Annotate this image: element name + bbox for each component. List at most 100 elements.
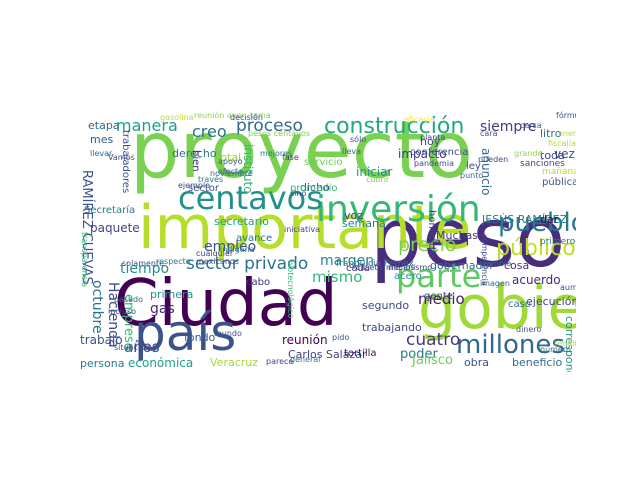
word: toda xyxy=(540,149,565,162)
word: solamente xyxy=(122,259,165,268)
word: Veracruz xyxy=(210,356,259,369)
word: pública xyxy=(542,177,576,188)
word: pandemia xyxy=(414,159,454,168)
word: Secretaría xyxy=(84,205,136,216)
word: grande xyxy=(514,149,543,158)
word: cambio xyxy=(482,259,512,268)
word: Carlos Salazar xyxy=(288,348,367,361)
word: conferencia xyxy=(410,147,469,158)
word: número xyxy=(540,345,571,354)
word: hoy xyxy=(420,135,441,148)
word-cloud: proyecto peso Ciudad gobierno país impor… xyxy=(80,110,576,372)
word: promedio xyxy=(290,183,338,194)
word: decisión xyxy=(230,113,263,122)
word: litro xyxy=(540,127,562,140)
word: años xyxy=(124,338,160,356)
word: voz xyxy=(344,209,364,222)
word: mes xyxy=(90,133,114,146)
word: millones xyxy=(456,330,565,360)
word: país xyxy=(134,304,237,362)
word: Ciudad xyxy=(114,267,338,341)
word: gente xyxy=(424,291,453,302)
word: construcción xyxy=(324,114,465,139)
word: franquicia Pemex xyxy=(336,259,414,269)
word: gobernador xyxy=(430,259,494,272)
word: cosa xyxy=(504,259,530,272)
word: apoyo xyxy=(218,157,243,166)
word: pueden xyxy=(478,155,509,164)
word: centavos xyxy=(178,179,323,217)
word: iniciativa xyxy=(284,225,321,234)
word: eficacia xyxy=(404,115,435,124)
word: pido xyxy=(332,333,350,342)
word: cuatro xyxy=(406,330,461,350)
word: primero xyxy=(540,237,576,247)
word: bien xyxy=(190,150,201,172)
word: pasado xyxy=(114,295,144,304)
word: sanciones xyxy=(520,159,565,169)
word: mexicanos xyxy=(196,257,239,266)
word: Vamos xyxy=(108,153,135,162)
word: pesos centavos xyxy=(248,129,310,138)
word: iniciar xyxy=(356,165,393,179)
word: gas xyxy=(150,301,175,317)
word: dinero xyxy=(516,325,542,334)
word: fórmula xyxy=(556,111,576,120)
word: punto xyxy=(460,171,484,180)
word: pueblo xyxy=(498,208,576,238)
word: tema xyxy=(250,111,271,120)
word: sector xyxy=(188,183,220,194)
word: caso xyxy=(508,299,531,310)
word: imagen xyxy=(480,279,510,288)
word: manera xyxy=(116,116,178,135)
word: creo xyxy=(192,122,227,141)
word: económica xyxy=(128,356,194,370)
word: homicidio xyxy=(426,210,437,259)
word: planta xyxy=(420,133,446,142)
word: tortilla xyxy=(344,348,377,359)
word: fase xyxy=(282,153,299,162)
word: parte xyxy=(396,257,482,295)
word: través xyxy=(198,175,224,184)
word: mecanismo xyxy=(386,263,433,272)
word: sólo xyxy=(350,135,367,144)
word: cualquier xyxy=(196,249,234,258)
word: vez xyxy=(554,147,575,161)
word: mejores xyxy=(260,149,293,158)
word: medio xyxy=(418,290,465,308)
word: total xyxy=(216,151,242,164)
word: fiscalía xyxy=(548,139,576,148)
word: derecho xyxy=(172,147,217,160)
word: reunión ayer xyxy=(194,111,245,120)
word: paquete xyxy=(90,221,140,235)
word: cara xyxy=(480,129,498,138)
word: noviembre xyxy=(210,169,253,178)
word: acero xyxy=(394,271,422,282)
word: peso xyxy=(370,191,566,286)
word: efecto xyxy=(218,167,244,176)
word: ejemplo xyxy=(178,181,211,190)
word: segundo xyxy=(362,299,410,312)
word: avance xyxy=(236,233,273,244)
word: siempre xyxy=(480,119,537,135)
word: cerca xyxy=(520,121,542,130)
word: energía xyxy=(558,129,576,138)
word: dicho xyxy=(300,181,330,194)
word: servicio xyxy=(304,157,343,168)
word: poder xyxy=(400,347,438,362)
word: biotecnológico xyxy=(286,260,295,319)
word: mundo xyxy=(214,329,242,338)
word: incluso xyxy=(108,307,137,316)
word: acuerdo xyxy=(512,273,561,287)
word: Jalisco xyxy=(412,353,453,368)
word: situación xyxy=(114,343,151,352)
word: rendimiento xyxy=(554,339,576,348)
word: impacto xyxy=(398,147,447,161)
word: cada xyxy=(346,263,371,274)
word: llevar xyxy=(90,149,113,158)
word: beneficio xyxy=(512,356,563,369)
word: sector privado xyxy=(186,254,309,274)
word: público xyxy=(496,236,576,261)
word: trabajando xyxy=(362,321,422,334)
word: gobierno xyxy=(418,273,576,343)
